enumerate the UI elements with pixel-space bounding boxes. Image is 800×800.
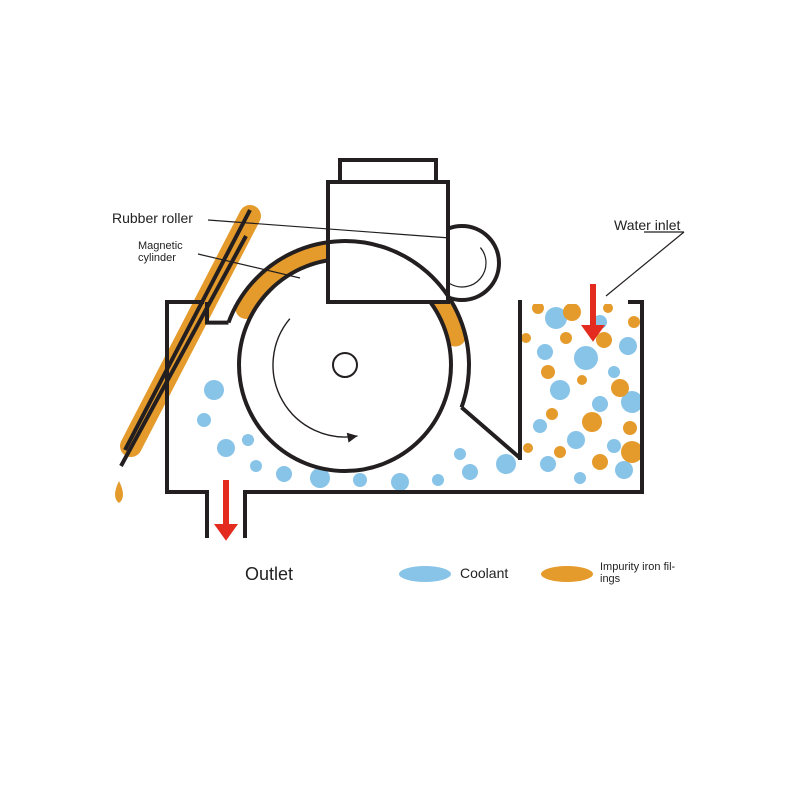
- flow-arrow: [214, 480, 238, 541]
- impurity-legend-label: Impurity iron fil-: [600, 561, 676, 573]
- coolant-legend-label: Coolant: [460, 565, 508, 581]
- water-inlet-label: Water inlet: [614, 217, 681, 233]
- outlet-label: Outlet: [245, 564, 293, 584]
- magnetic-separator-diagram: Rubber roller Magneticcylinder Water inlet…: [0, 0, 800, 800]
- motor-housing: [328, 160, 448, 302]
- magnetic-cylinder-label-2: cylinder: [138, 252, 176, 264]
- impurity-legend-label-2: ings: [600, 573, 621, 585]
- magnetic-cylinder-label: Magnetic: [138, 240, 183, 252]
- rubber-roller-label: Rubber roller: [112, 210, 193, 226]
